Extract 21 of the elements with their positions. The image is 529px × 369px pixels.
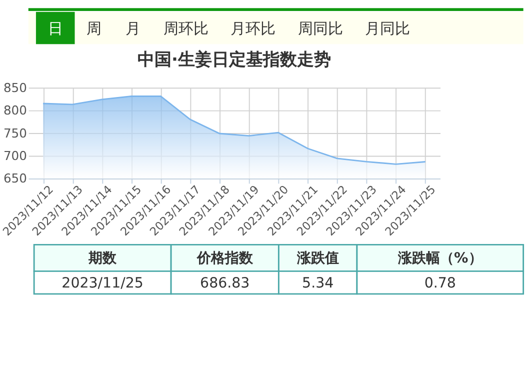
y-tick-label: 700 [3, 149, 27, 164]
text: 日 [48, 20, 63, 38]
text: 月同比 [365, 20, 410, 38]
text: 期数 [88, 250, 118, 267]
text: 2023/11/25 [62, 275, 144, 292]
text: 月 [125, 20, 140, 38]
text: 周环比 [163, 20, 208, 38]
text: 5.34 [302, 275, 334, 292]
text: 686.83 [200, 275, 250, 292]
text: 涨跌值 [296, 250, 339, 267]
y-tick-label: 750 [3, 126, 27, 140]
text: 涨跌幅（%） [397, 250, 482, 267]
text: 0.78 [424, 275, 456, 292]
text: 周 [86, 20, 102, 38]
text: 月环比 [230, 20, 276, 38]
text: 价格指数 [196, 250, 254, 267]
y-tick-label: 800 [3, 104, 27, 118]
chart-title: 中国·生姜日定基指数走势 [137, 48, 331, 70]
y-tick-label: 650 [3, 172, 27, 186]
text: 周同比 [298, 20, 343, 38]
y-tick-label: 850 [3, 80, 27, 95]
